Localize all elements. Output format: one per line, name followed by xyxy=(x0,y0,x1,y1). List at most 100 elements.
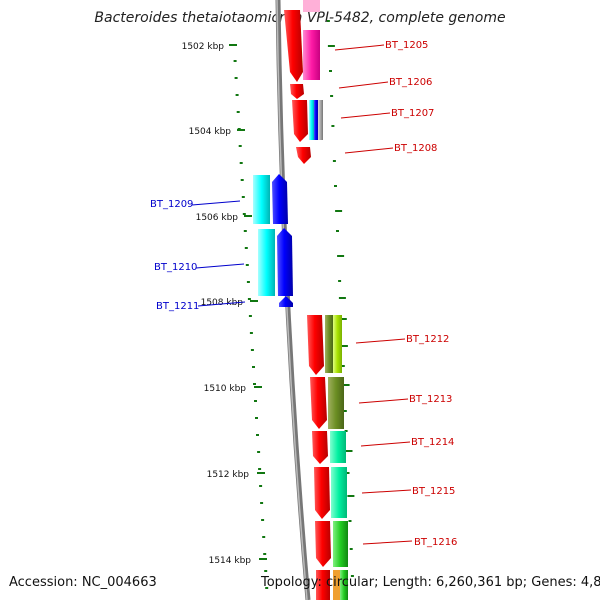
gene-arrow xyxy=(307,315,324,375)
ruler-dash xyxy=(330,95,334,97)
leader-line xyxy=(358,398,409,404)
gene-label[interactable]: BT_1209 xyxy=(150,199,193,210)
ruler-dash xyxy=(240,179,244,181)
gene-BT_1208[interactable] xyxy=(296,147,311,164)
gene-BT_1214[interactable] xyxy=(312,431,346,464)
gene-BT_1213[interactable] xyxy=(310,377,344,429)
gene-annotation-bar xyxy=(333,521,348,567)
ruler-dash xyxy=(334,185,337,187)
ruler-tick-label: 1502 kbp xyxy=(182,42,225,52)
gene-label[interactable]: BT_1216 xyxy=(414,537,457,548)
ruler-dash xyxy=(242,213,246,215)
gene-annotation-bar xyxy=(328,377,344,429)
gene-arrow xyxy=(277,228,293,296)
ruler-dash xyxy=(246,281,250,283)
gene-label[interactable]: BT_1207 xyxy=(391,108,434,119)
gene-label[interactable]: BT_1212 xyxy=(406,334,449,345)
gene-label[interactable]: BT_1213 xyxy=(409,394,452,405)
leader-line xyxy=(362,540,413,545)
ruler-dash xyxy=(235,94,239,96)
gene-labels: BT_1205 BT_1206 BT_1207 BT_1208 BT_1209 … xyxy=(150,40,457,548)
ruler-dash xyxy=(257,451,261,453)
ruler-dash xyxy=(346,472,350,474)
leader-line xyxy=(338,81,389,89)
ruler-dash xyxy=(338,297,346,299)
ruler-dash xyxy=(338,280,342,282)
gene-annotation-bar xyxy=(309,100,314,140)
ruler-dash xyxy=(249,332,253,334)
ruler-dash xyxy=(350,575,354,577)
gene-arrow xyxy=(312,431,328,464)
ruler-dash xyxy=(239,162,243,164)
ruler-dash xyxy=(342,384,350,386)
ruler-ticks: 1502 kbp 1504 kbp 1506 kbp 1508 kbp 1510… xyxy=(182,42,267,566)
gene-label[interactable]: BT_1206 xyxy=(389,77,432,88)
gene-label[interactable]: BT_1210 xyxy=(154,262,197,273)
gene-label[interactable]: BT_1215 xyxy=(412,486,455,497)
gene-annotation-bar xyxy=(303,0,320,12)
gene-arrow xyxy=(272,174,288,224)
leader-line xyxy=(340,112,391,119)
ruler-tick-label: 1504 kbp xyxy=(189,127,232,137)
ruler-dash xyxy=(238,145,242,147)
leader-line xyxy=(191,200,241,206)
gene-annotation-bar xyxy=(318,100,323,140)
ruler-dash xyxy=(260,502,264,504)
ruler-tick-label: 1508 kbp xyxy=(201,298,244,308)
gene-label[interactable]: BT_1211 xyxy=(156,301,199,312)
ruler-dash xyxy=(341,365,345,367)
gene-annotation-bar xyxy=(325,315,333,373)
gene-label[interactable]: BT_1205 xyxy=(385,40,428,51)
ruler-dash xyxy=(236,111,240,113)
ruler-dash xyxy=(247,298,251,300)
ruler-tick-label: 1510 kbp xyxy=(204,384,247,394)
ruler-dash xyxy=(331,125,335,127)
genome-summary-text: Topology: circular; Length: 6,260,361 bp… xyxy=(261,575,600,590)
next-gene-partial xyxy=(316,570,348,600)
ruler-dash xyxy=(254,400,257,402)
ruler-dash xyxy=(234,77,238,79)
gene-arrow xyxy=(290,84,304,99)
leader-line xyxy=(197,301,246,307)
ruler-dash xyxy=(348,520,352,522)
gene-BT_1206[interactable] xyxy=(290,84,304,99)
ruler-dash xyxy=(263,553,267,555)
ruler-dash xyxy=(340,345,348,347)
ruler-dash xyxy=(250,349,254,351)
ruler-dash xyxy=(347,495,355,497)
ruler-dash xyxy=(344,430,348,432)
gene-BT_1216[interactable] xyxy=(315,521,348,567)
gene-BT_1211[interactable] xyxy=(279,296,293,307)
gene-BT_1215[interactable] xyxy=(314,467,347,519)
ruler-dash xyxy=(241,196,245,198)
ruler-dash xyxy=(332,160,336,162)
gene-annotation-bar xyxy=(258,229,275,296)
gene-arrow xyxy=(310,377,327,429)
gene-BT_1209[interactable] xyxy=(253,174,288,224)
gene-annotation-bar xyxy=(253,175,270,224)
ruler-dash xyxy=(233,60,237,62)
ruler-dash xyxy=(265,587,269,589)
ruler-dash xyxy=(255,417,258,419)
gene-arrow xyxy=(279,296,293,307)
leader-line xyxy=(361,489,412,494)
gene-annotation-bar xyxy=(331,467,347,518)
ruler-dash xyxy=(253,383,256,385)
ruler-dash xyxy=(248,315,252,317)
gene-label[interactable]: BT_1214 xyxy=(411,437,454,448)
gene-arrow xyxy=(296,147,311,164)
ruler-dash xyxy=(343,410,347,412)
ruler-dash xyxy=(326,20,330,22)
ruler-dash xyxy=(335,210,343,212)
right-ruler-dashes xyxy=(326,20,355,577)
ruler-dash xyxy=(329,70,332,72)
gene-BT_1205[interactable] xyxy=(284,0,320,82)
ruler-dash xyxy=(264,570,268,572)
gene-label[interactable]: BT_1208 xyxy=(394,143,437,154)
gene-annotation-bar xyxy=(314,100,318,140)
gene-BT_1207[interactable] xyxy=(292,100,323,142)
gene-BT_1210[interactable] xyxy=(258,228,293,296)
gene-BT_1212[interactable] xyxy=(307,315,342,375)
